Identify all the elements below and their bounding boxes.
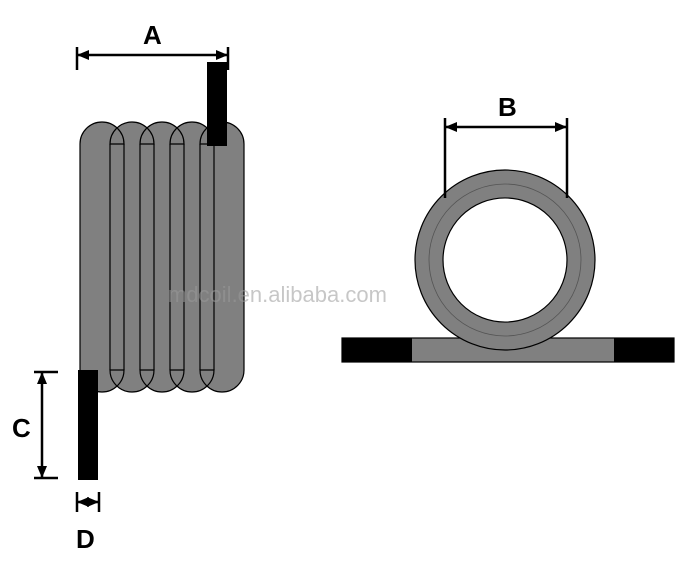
leg-top (207, 62, 227, 146)
dimension-d-label: D (76, 524, 95, 554)
dimension-c: C (12, 372, 58, 478)
dimension-a: A (77, 20, 228, 70)
end-view: B (342, 92, 674, 362)
dimension-d: D (76, 492, 99, 554)
dimension-c-label: C (12, 413, 31, 443)
leg-end-left (342, 338, 412, 362)
dimension-a-label: A (143, 20, 162, 50)
watermark-text: mdcoil.en.alibaba.com (168, 282, 387, 307)
dimension-b-label: B (498, 92, 517, 122)
leg-end-right (614, 338, 674, 362)
coil-body (80, 122, 244, 392)
leg-bottom (78, 370, 98, 480)
